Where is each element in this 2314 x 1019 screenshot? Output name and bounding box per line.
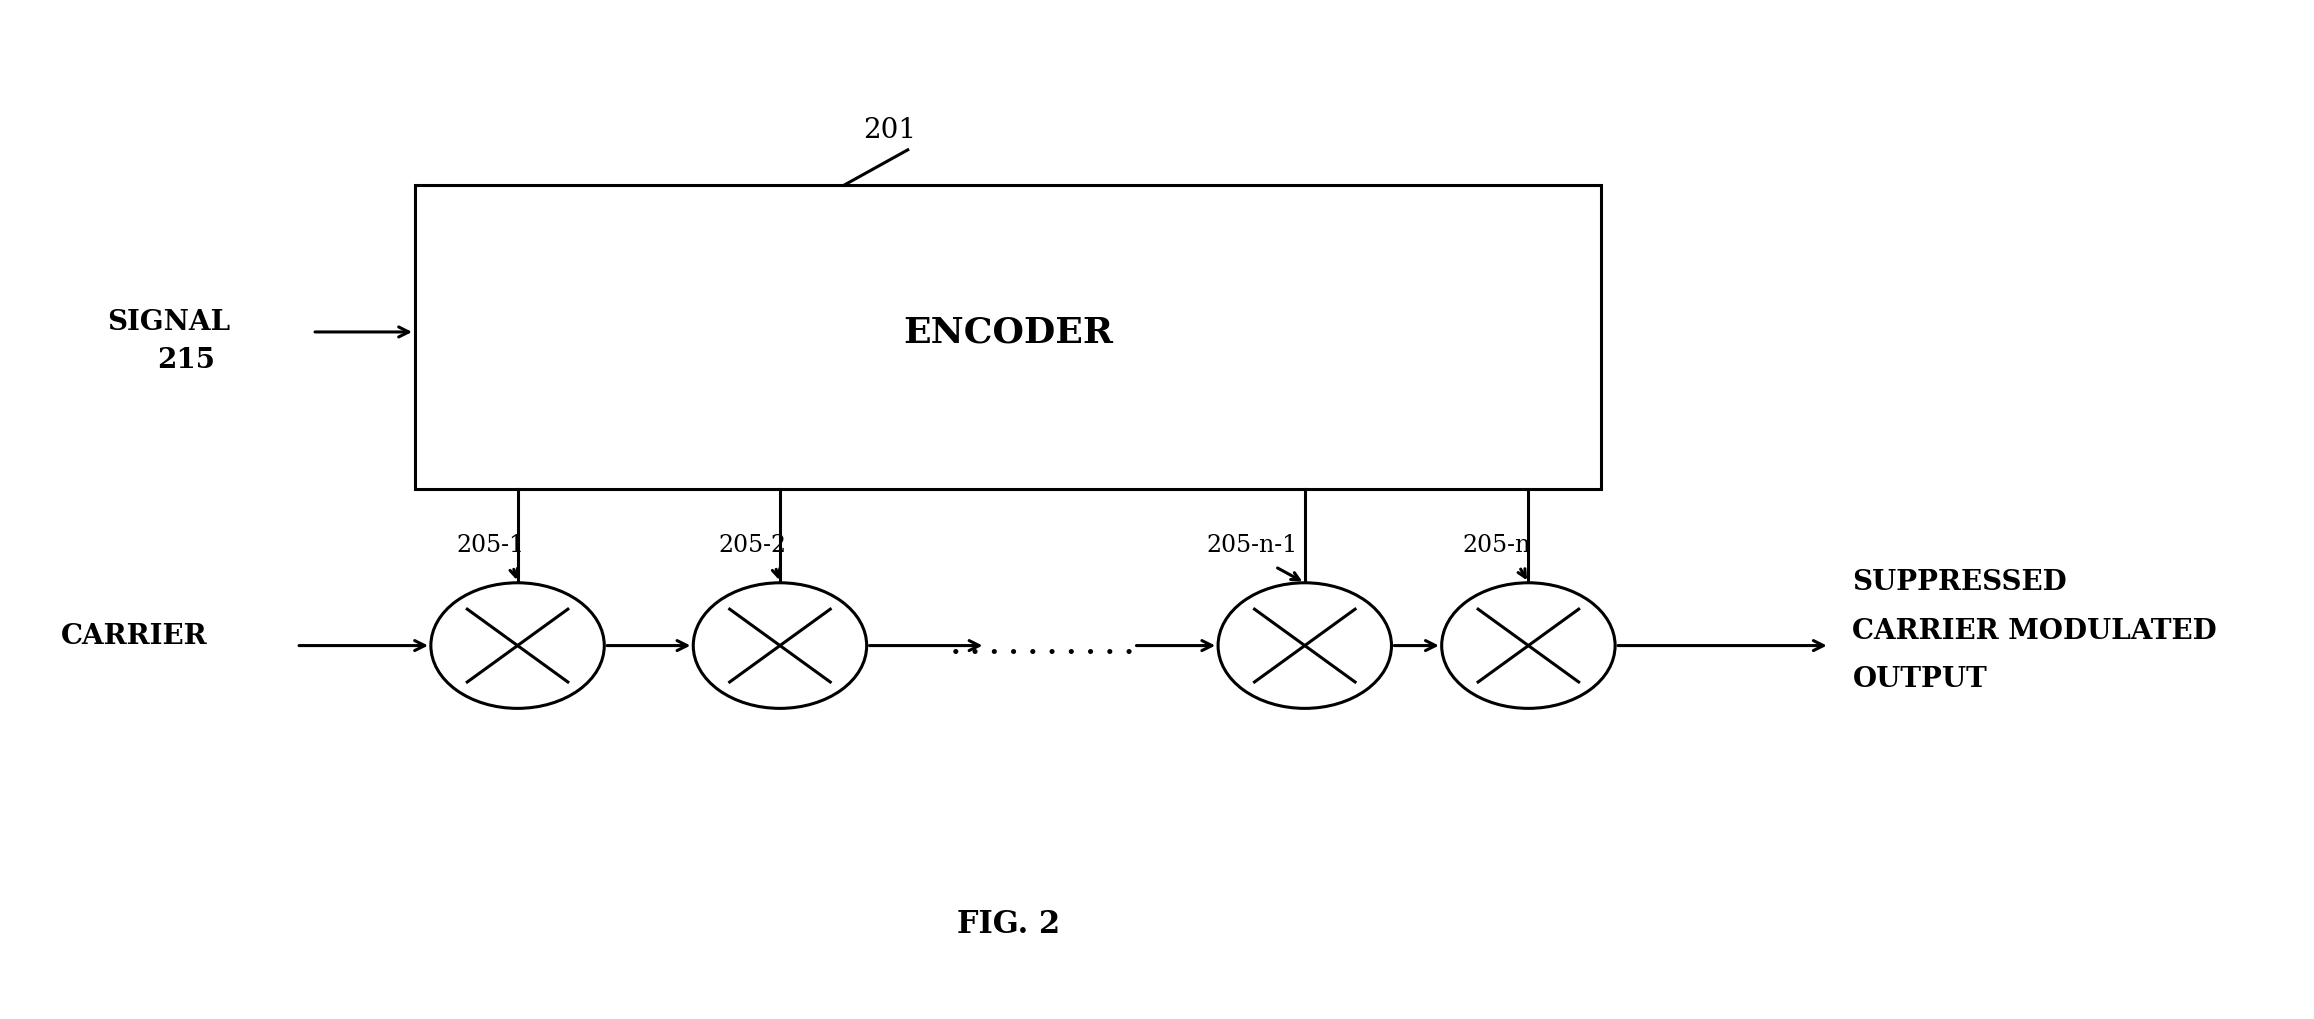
- Text: CARRIER MODULATED: CARRIER MODULATED: [1854, 618, 2217, 644]
- Ellipse shape: [430, 583, 604, 708]
- Ellipse shape: [694, 583, 868, 708]
- FancyBboxPatch shape: [414, 186, 1601, 489]
- Text: 205-n: 205-n: [1462, 533, 1530, 556]
- Text: 205-n-1: 205-n-1: [1206, 533, 1298, 556]
- Text: FIG. 2: FIG. 2: [956, 908, 1060, 940]
- Text: 215: 215: [157, 346, 215, 373]
- Text: . . . . . . . . . .: . . . . . . . . . .: [951, 633, 1134, 659]
- Ellipse shape: [1217, 583, 1391, 708]
- Ellipse shape: [1442, 583, 1615, 708]
- Text: 205-2: 205-2: [720, 533, 787, 556]
- Text: OUTPUT: OUTPUT: [1854, 665, 1988, 693]
- Text: SIGNAL: SIGNAL: [106, 309, 229, 336]
- Text: 205-1: 205-1: [456, 533, 525, 556]
- Text: SUPPRESSED: SUPPRESSED: [1854, 569, 2066, 596]
- Text: ENCODER: ENCODER: [902, 316, 1113, 350]
- Text: CARRIER: CARRIER: [60, 623, 208, 649]
- Text: 201: 201: [863, 117, 916, 144]
